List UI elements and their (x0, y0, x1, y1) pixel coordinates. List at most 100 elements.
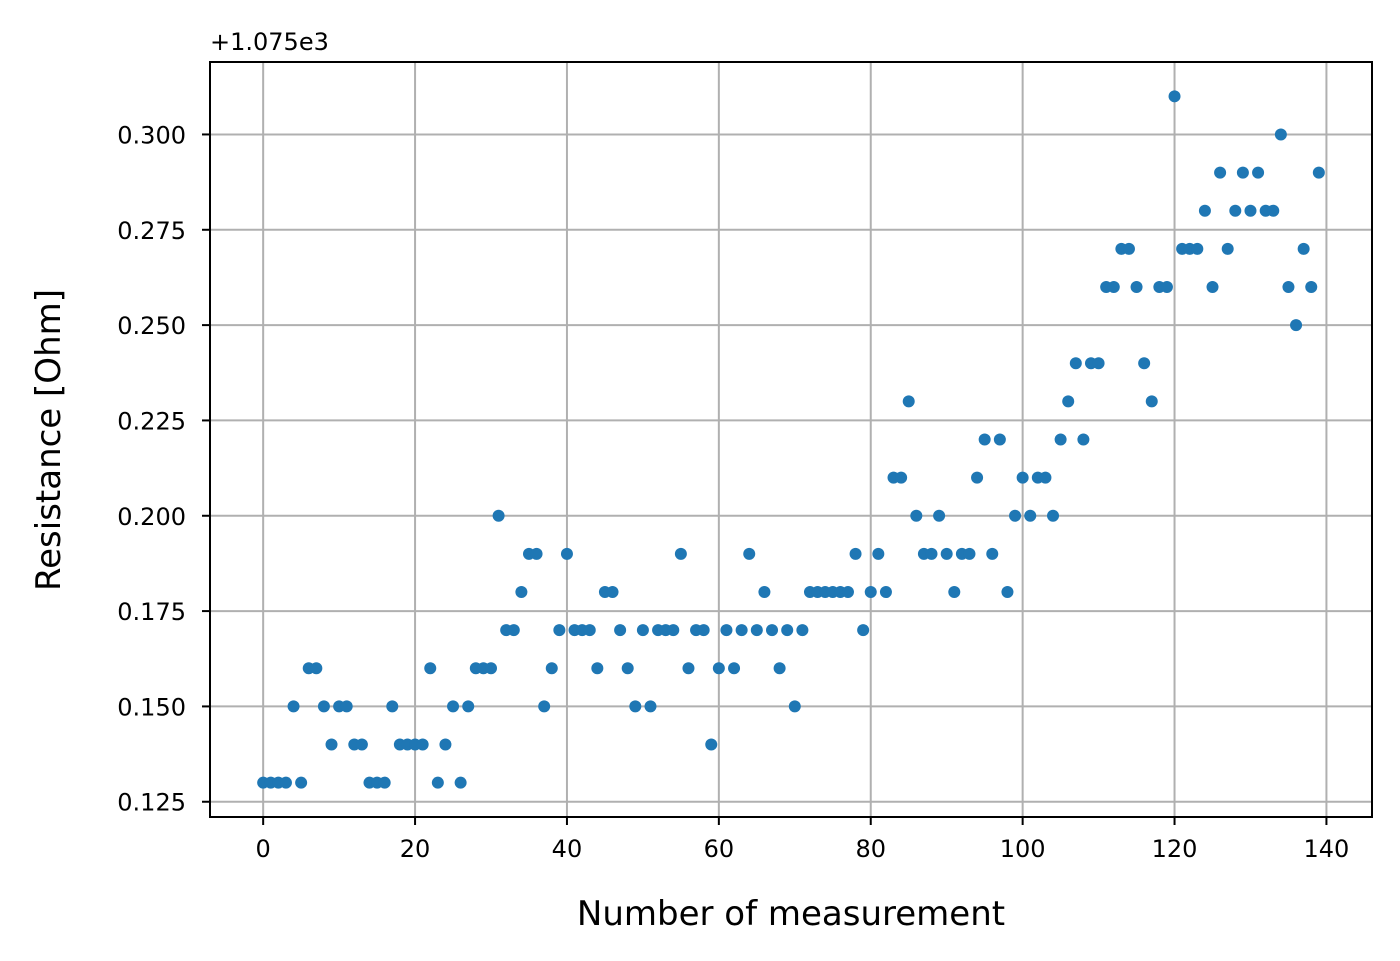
data-point (1130, 280, 1143, 293)
data-point (553, 624, 566, 637)
data-point (1077, 433, 1090, 446)
data-point (895, 471, 908, 484)
data-point (720, 624, 733, 637)
data-point (872, 547, 885, 560)
data-point (1016, 471, 1029, 484)
data-point (1297, 242, 1310, 255)
data-point (879, 586, 892, 599)
data-point (447, 700, 460, 713)
y-axis-offset-label: +1.075e3 (210, 28, 329, 56)
data-point (583, 624, 596, 637)
data-point (766, 624, 779, 637)
x-axis-ticks: 0 20 40 60 80 100 120 140 (256, 817, 1350, 863)
data-point (933, 509, 946, 522)
data-point (674, 547, 687, 560)
data-point (545, 662, 558, 675)
data-point (986, 547, 999, 560)
data-point (743, 547, 756, 560)
data-point (682, 662, 695, 675)
y-tick-label: 0.275 (117, 217, 186, 245)
data-point (636, 624, 649, 637)
data-point (781, 624, 794, 637)
data-point (462, 700, 475, 713)
data-point (1282, 280, 1295, 293)
data-point (1039, 471, 1052, 484)
data-point (1252, 166, 1265, 179)
y-tick-label: 0.300 (117, 121, 186, 149)
x-tick-label: 80 (855, 835, 886, 863)
data-point (1138, 357, 1151, 370)
data-point (735, 624, 748, 637)
data-point (773, 662, 786, 675)
data-point (279, 776, 292, 789)
data-point (485, 662, 498, 675)
data-point (1198, 204, 1211, 217)
data-point (788, 700, 801, 713)
data-point (591, 662, 604, 675)
x-tick-label: 100 (1000, 835, 1046, 863)
data-point (993, 433, 1006, 446)
data-point (925, 547, 938, 560)
data-point (963, 547, 976, 560)
y-tick-label: 0.250 (117, 312, 186, 340)
data-point (492, 509, 505, 522)
data-point (857, 624, 870, 637)
data-point (1312, 166, 1325, 179)
data-point (1009, 509, 1022, 522)
data-point (1062, 395, 1075, 408)
data-point (1236, 166, 1249, 179)
data-point (971, 471, 984, 484)
data-point (849, 547, 862, 560)
data-point (530, 547, 543, 560)
data-point (978, 433, 991, 446)
data-point (644, 700, 657, 713)
data-point (424, 662, 437, 675)
data-point (1267, 204, 1280, 217)
data-point (416, 738, 429, 751)
data-point (1145, 395, 1158, 408)
data-point (1221, 242, 1234, 255)
data-point (1206, 280, 1219, 293)
data-point (538, 700, 551, 713)
data-point (606, 586, 619, 599)
data-point (439, 738, 452, 751)
data-point (614, 624, 627, 637)
x-tick-label: 20 (400, 835, 431, 863)
data-point (355, 738, 368, 751)
y-axis-ticks: 0.125 0.150 0.175 0.200 0.225 0.250 0.275 0.300 (117, 121, 210, 817)
x-tick-label: 120 (1152, 835, 1198, 863)
data-point (705, 738, 718, 751)
data-point (340, 700, 353, 713)
data-point (940, 547, 953, 560)
data-point (431, 776, 444, 789)
y-tick-label: 0.225 (117, 407, 186, 435)
data-point (1054, 433, 1067, 446)
data-point (841, 586, 854, 599)
data-point (515, 586, 528, 599)
y-tick-label: 0.125 (117, 789, 186, 817)
data-point (621, 662, 634, 675)
x-tick-label: 40 (552, 835, 583, 863)
data-point (1191, 242, 1204, 255)
x-tick-label: 140 (1304, 835, 1350, 863)
x-tick-label: 60 (704, 835, 735, 863)
data-point (295, 776, 308, 789)
y-tick-label: 0.200 (117, 503, 186, 531)
data-point (750, 624, 763, 637)
data-point (1229, 204, 1242, 217)
data-point (1160, 280, 1173, 293)
data-point (629, 700, 642, 713)
data-point (1001, 586, 1014, 599)
data-point (325, 738, 338, 751)
data-point (864, 586, 877, 599)
data-point (317, 700, 330, 713)
data-point (1214, 166, 1227, 179)
data-point (1305, 280, 1318, 293)
data-point (796, 624, 809, 637)
data-point (728, 662, 741, 675)
data-point (310, 662, 323, 675)
data-point (1024, 509, 1037, 522)
data-point (712, 662, 725, 675)
data-point (1092, 357, 1105, 370)
